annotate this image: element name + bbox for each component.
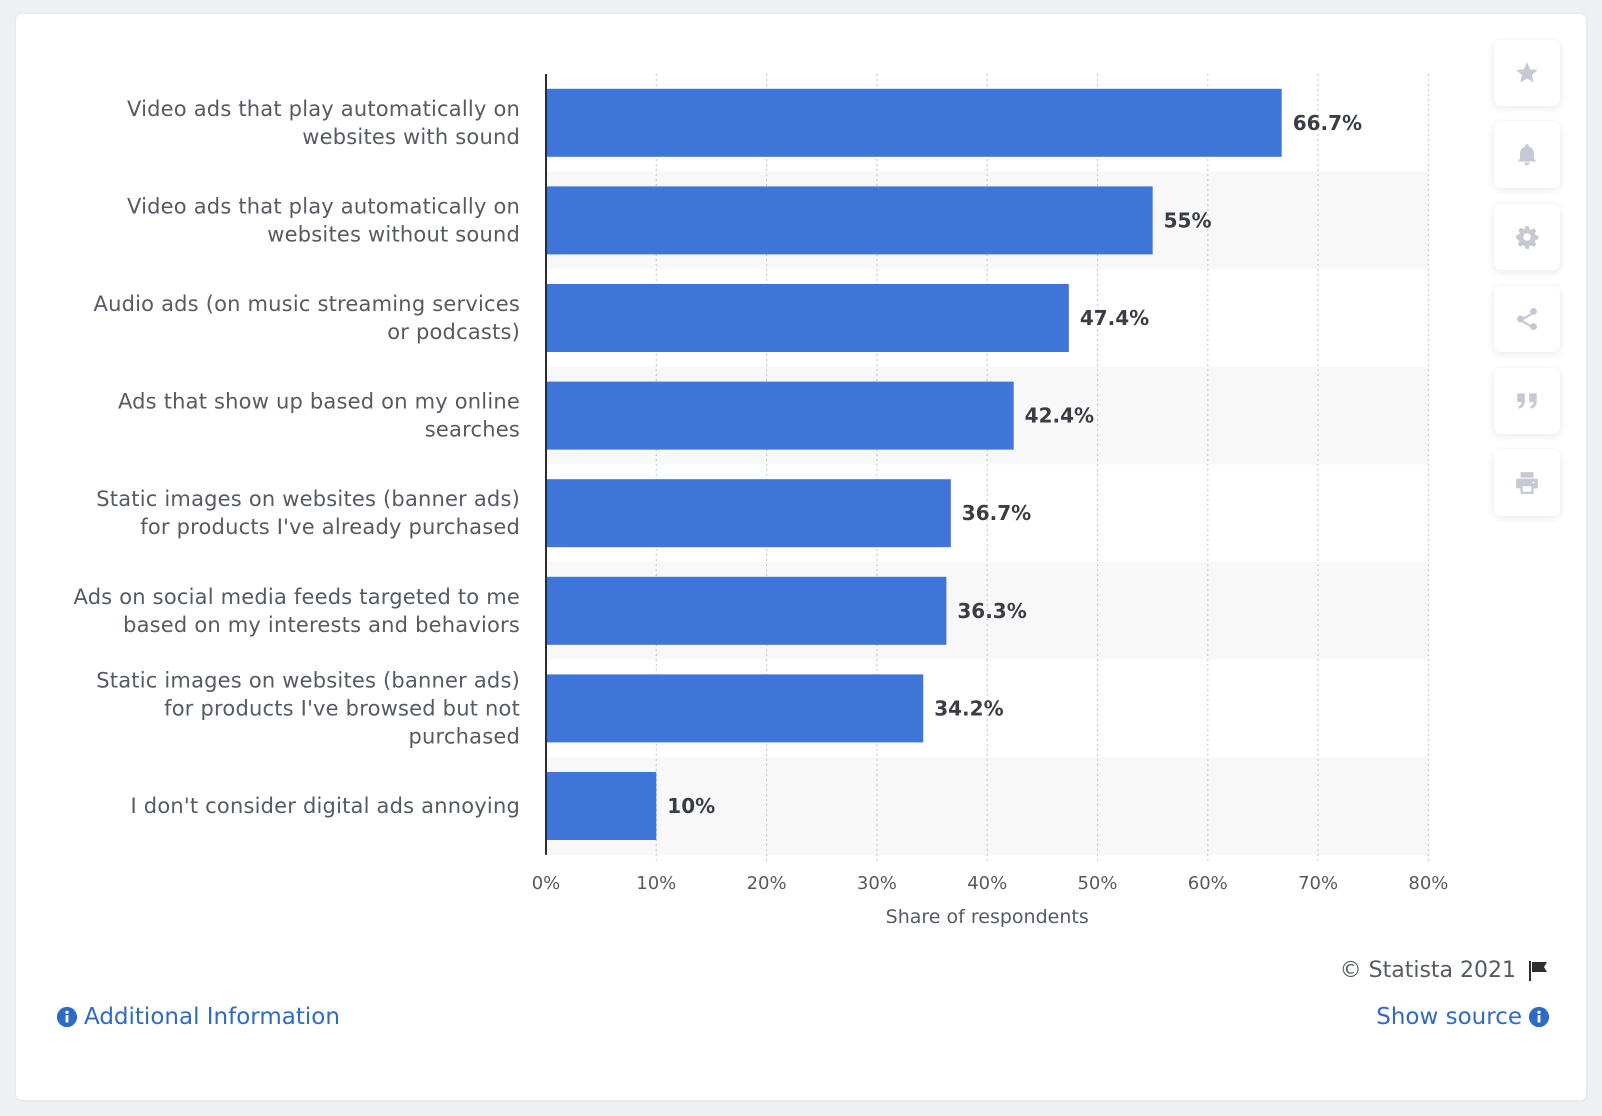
x-tick-label: 70% — [1298, 873, 1338, 894]
x-tick-label: 0% — [532, 873, 561, 894]
category-label: Video ads that play automatically on webs… — [127, 194, 520, 246]
bar — [546, 576, 947, 645]
category-label-line: based on my interests and behaviors — [123, 613, 520, 637]
bar — [546, 186, 1153, 255]
x-tick-label: 10% — [636, 873, 676, 894]
statista-credit: © Statista 2021 — [1340, 958, 1550, 983]
quote-icon — [1517, 393, 1537, 409]
category-label: Ads that show up based on my online searc… — [118, 390, 520, 442]
bell-icon — [1517, 144, 1537, 166]
category-label-line: Static images on websites (banner ads) — [96, 487, 520, 511]
x-tick-label: 50% — [1077, 873, 1117, 894]
bars — [546, 88, 1282, 840]
category-label: Video ads that play automatically on webs… — [127, 97, 520, 149]
additional-information-label: Additional Information — [84, 1004, 340, 1030]
value-label: 36.7% — [962, 501, 1031, 525]
value-label: 34.2% — [934, 696, 1003, 720]
share-icon — [1517, 307, 1537, 331]
flag-icon[interactable] — [1526, 959, 1550, 983]
star-icon — [1516, 62, 1538, 83]
additional-information-link[interactable]: Additional Information — [56, 1004, 340, 1030]
value-label: 47.4% — [1080, 306, 1149, 330]
value-label: 36.3% — [957, 599, 1026, 623]
favorite-button[interactable] — [1494, 40, 1560, 106]
category-label-line: websites without sound — [267, 222, 520, 246]
show-source-link[interactable]: Show source — [1376, 1004, 1550, 1030]
show-source-label: Show source — [1376, 1004, 1522, 1030]
category-label-line: Video ads that play automatically on — [127, 194, 520, 218]
category-label-line: Static images on websites (banner ads) — [96, 668, 520, 692]
bar — [546, 674, 924, 743]
x-tick-label: 80% — [1408, 873, 1448, 894]
settings-button[interactable] — [1494, 204, 1560, 270]
bar — [546, 284, 1069, 352]
category-label: Audio ads (on music streaming services or… — [94, 292, 520, 344]
x-axis-title: Share of respondents — [886, 906, 1089, 928]
x-tick-label: 30% — [857, 873, 897, 894]
value-labels: 66.7% 55% 47.4% 42.4% 36.7% 36.3% 34.2% 10% — [667, 111, 1362, 818]
value-label: 42.4% — [1025, 404, 1094, 428]
value-label: 10% — [667, 794, 715, 818]
category-label-line: Ads that show up based on my online — [118, 390, 520, 414]
info-icon — [56, 1006, 78, 1028]
x-tick-label: 40% — [967, 873, 1007, 894]
category-label-line: for products I've already purchased — [140, 515, 520, 539]
bar — [546, 772, 657, 840]
bar — [546, 381, 1014, 450]
category-label-line: Ads on social media feeds targeted to me — [74, 585, 521, 609]
gear-icon — [1516, 226, 1539, 249]
bar-chart: 66.7% 55% 47.4% 42.4% 36.7% 36.3% 34.2% 10% Vid… — [74, 74, 1449, 928]
category-labels: Video ads that play automatically on webs… — [74, 97, 521, 818]
bar — [546, 479, 951, 548]
category-label-line: searches — [425, 418, 520, 442]
category-label-line: websites with sound — [302, 125, 520, 149]
x-tick-label: 60% — [1188, 873, 1228, 894]
category-label-line: purchased — [408, 724, 520, 748]
category-label: Ads on social media feeds targeted to me… — [74, 585, 521, 637]
category-label-line: for products I've browsed but not — [164, 696, 520, 720]
credit-text: © Statista 2021 — [1339, 958, 1516, 983]
category-label-line: or podcasts) — [387, 320, 520, 344]
value-label: 66.7% — [1293, 111, 1362, 135]
category-label: Static images on websites (banner ads) fo… — [96, 668, 520, 748]
category-label: Static images on websites (banner ads) fo… — [96, 487, 520, 539]
category-label-line: Video ads that play automatically on — [127, 97, 520, 121]
print-icon — [1516, 472, 1538, 494]
share-button[interactable] — [1494, 286, 1560, 352]
chart-toolbar — [1478, 36, 1560, 536]
value-label: 55% — [1164, 208, 1212, 232]
x-tick-label: 20% — [747, 873, 787, 894]
cite-button[interactable] — [1494, 368, 1560, 434]
category-label-line: I don't consider digital ads annoying — [131, 794, 520, 818]
notification-button[interactable] — [1494, 122, 1560, 188]
category-label-line: Audio ads (on music streaming services — [94, 292, 520, 316]
x-tick-labels: 0% 10% 20% 30% 40% 50% 60% 70% 80% — [532, 873, 1449, 894]
print-button[interactable] — [1494, 450, 1560, 516]
bar — [546, 88, 1282, 157]
info-icon — [1528, 1006, 1550, 1028]
category-label: I don't consider digital ads annoying — [131, 794, 520, 818]
